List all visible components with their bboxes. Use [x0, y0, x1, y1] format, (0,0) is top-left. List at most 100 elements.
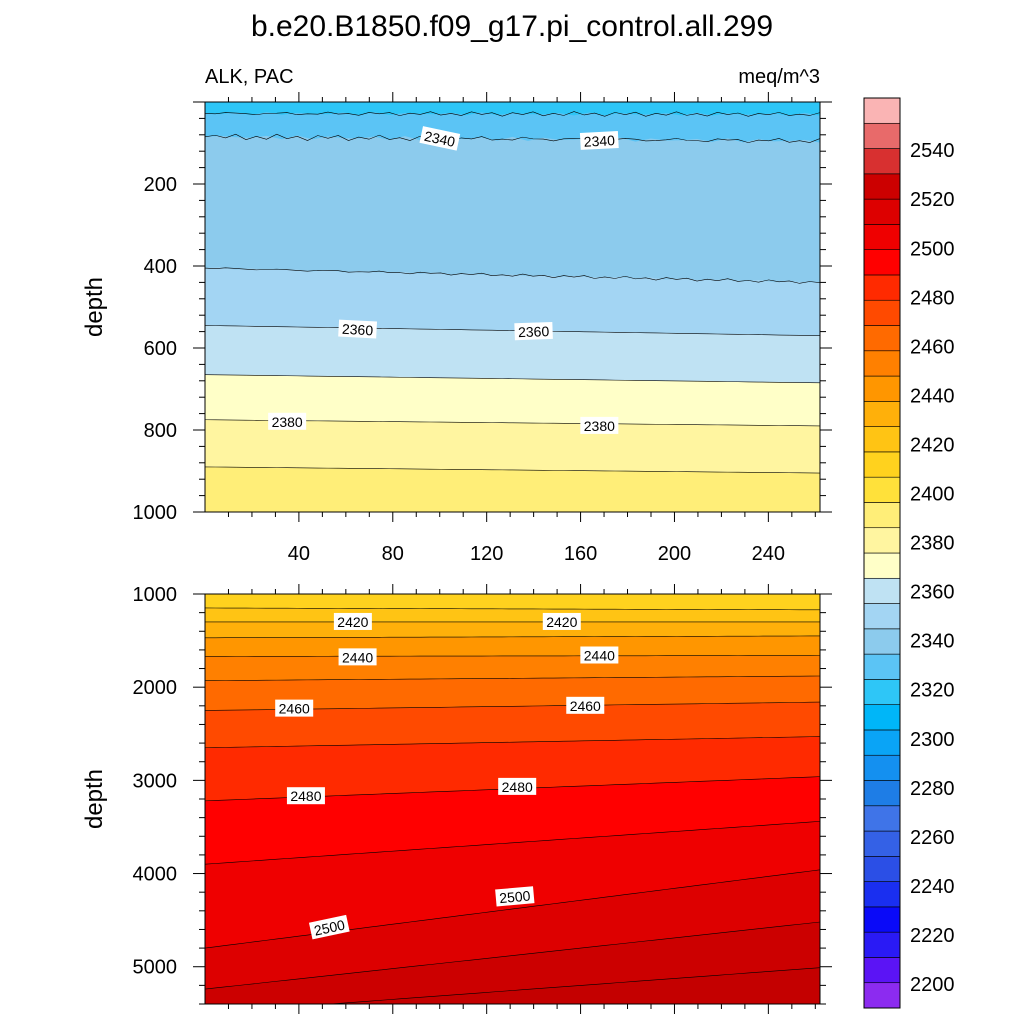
colorbar-swatch: [863, 628, 901, 655]
y-tick-label: 800: [144, 420, 177, 442]
colorbar-swatch: [863, 856, 901, 882]
contour-label-text: 2440: [584, 648, 615, 664]
contour-label-text: 2420: [337, 614, 368, 630]
colorbar-swatch: [863, 426, 901, 453]
colorbar-swatch: [863, 122, 901, 149]
colorbar-tick-label: 2480: [910, 287, 955, 309]
colorbar-frame: [863, 97, 901, 1009]
contour-label-text: 2460: [279, 701, 310, 717]
colorbar-swatch: [863, 653, 901, 680]
colorbar-swatch: [863, 97, 901, 124]
contour-label-text: 2340: [583, 132, 615, 150]
contour-label: 2500: [308, 914, 350, 940]
lower-panel: 2420 2420 2440 2440 2460 2460 2480 2480 2500 2500…: [81, 584, 832, 1014]
colorbar-swatch: [863, 173, 901, 200]
contour-label: 2480: [286, 787, 325, 805]
colorbar-swatch: [863, 881, 901, 908]
colorbar-swatch: [863, 350, 901, 377]
plot-frame: [204, 101, 821, 513]
contour-label: 2440: [338, 648, 377, 666]
y-axis-label: depth: [81, 769, 108, 829]
contour-label-bg: [419, 126, 461, 151]
y-tick-label: 600: [144, 338, 177, 360]
contour-label: 2380: [580, 416, 619, 434]
contour-label-bg: [275, 699, 314, 717]
colorbar-tick-label: 2360: [910, 582, 955, 604]
contour-label: 2460: [275, 699, 314, 717]
contour-line: [205, 374, 820, 384]
colorbar-swatch: [863, 299, 901, 326]
contour-label-text: 2440: [342, 649, 373, 665]
colorbar-swatch: [863, 577, 901, 604]
colorbar-tick-label: 2500: [910, 238, 955, 260]
contour-label-bg: [580, 416, 619, 434]
colorbar-swatch: [863, 502, 901, 529]
contour-line: [205, 921, 820, 990]
colorbar-swatch: [863, 830, 901, 857]
colorbar-swatch: [863, 805, 901, 832]
contour-label-text: 2380: [584, 418, 615, 434]
contour-label: 2500: [495, 886, 535, 907]
contour-label: 2420: [542, 612, 581, 630]
colorbar-tick-label: 2300: [910, 729, 955, 751]
contour-line: [205, 736, 820, 749]
x-tick-label: 40: [288, 543, 310, 565]
contour-label-text: 2500: [313, 916, 347, 938]
contour-label: 2440: [580, 646, 619, 664]
colorbar-swatch: [863, 754, 901, 781]
contour-line: [205, 419, 820, 427]
colorbar-swatch: [863, 679, 901, 705]
contour-label-text: 2340: [423, 128, 457, 150]
colorbar-swatch: [863, 274, 901, 301]
colorbar-swatch: [863, 982, 901, 1009]
colorbar-swatch: [863, 704, 901, 731]
colorbar-tick-label: 2240: [910, 876, 955, 898]
contour-label-bg: [308, 914, 350, 940]
colorbar-tick-label: 2280: [910, 778, 955, 800]
colorbar-tick-label: 2400: [910, 484, 955, 506]
y-tick-label: 4000: [133, 864, 178, 886]
contour-line: [205, 821, 820, 865]
contour-line: [326, 967, 820, 1004]
contour-label-bg: [495, 886, 535, 907]
contour-label: 2420: [333, 612, 372, 630]
colorbar-tick-label: 2260: [910, 827, 955, 849]
contour-line: [205, 869, 820, 949]
colorbar-swatch: [863, 325, 901, 352]
colorbar-tick-label: 2520: [910, 189, 955, 211]
colorbar-swatch: [863, 527, 901, 554]
colorbar-swatch: [863, 148, 901, 175]
colorbar-swatch: [863, 198, 901, 225]
contour-label-text: 2380: [272, 414, 303, 430]
contour-label-bg: [579, 130, 619, 150]
y-tick-label: 5000: [133, 957, 178, 979]
contour-label-bg: [338, 648, 377, 666]
contour-label-text: 2480: [502, 779, 533, 795]
contour-label: 2360: [514, 321, 553, 341]
contour-label-bg: [580, 646, 619, 664]
contour-line: [205, 267, 820, 284]
colorbar-swatch: [863, 603, 901, 630]
colorbar-swatch: [863, 957, 901, 984]
contour-label: 2340: [419, 126, 461, 151]
contour-label-text: 2460: [570, 698, 601, 714]
y-tick-label: 1000: [133, 502, 178, 524]
contour-label-bg: [498, 777, 537, 795]
y-axis-label: depth: [81, 277, 108, 337]
colorbar-tick-label: 2340: [910, 631, 955, 653]
contour-line: [205, 607, 820, 611]
contour-label-text: 2420: [546, 614, 577, 630]
contour-line: [205, 133, 820, 143]
colorbar-tick-label: 2200: [910, 974, 955, 996]
contour-label: 2340: [579, 130, 619, 150]
contour-label-text: 2360: [342, 321, 374, 339]
contour-fill-group: 2340 2340 2360 2360 2380 2380: [205, 102, 820, 512]
contour-label-bg: [566, 696, 605, 714]
x-tick-label: 200: [658, 543, 691, 565]
y-tick-label: 3000: [133, 770, 178, 792]
y-tick-label: 1000: [133, 584, 178, 606]
colorbar-swatch: [863, 552, 901, 579]
fill-band: [205, 466, 820, 512]
contour-label-text: 2360: [518, 323, 550, 340]
